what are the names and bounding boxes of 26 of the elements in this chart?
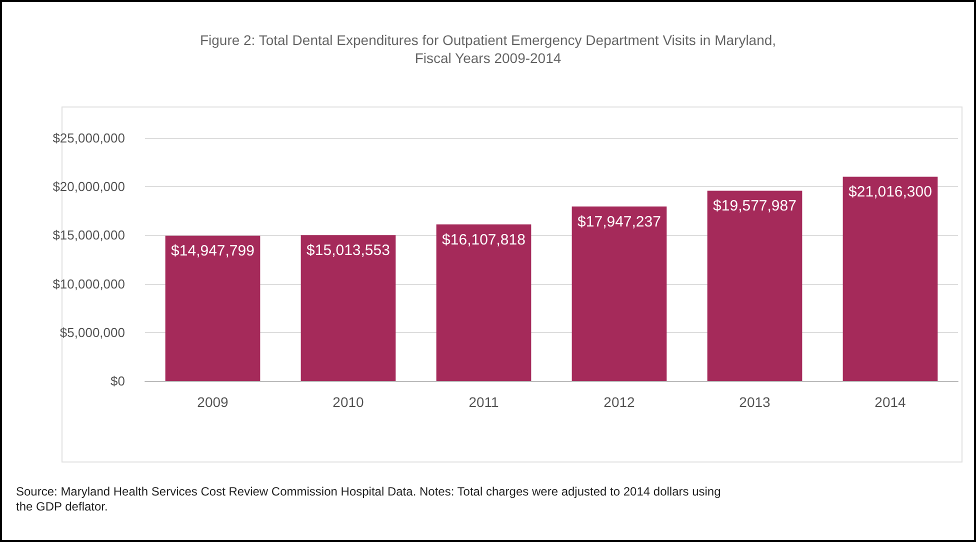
x-tick-label: 2012 [604,394,636,410]
x-tick-label: 2010 [332,394,364,410]
data-label: $21,016,300 [848,184,932,201]
bar [842,176,938,381]
chart-title: Figure 2: Total Dental Expenditures for Outpatient Emergency Department Visits in Maryland, Fiscal Years 2009-2014 [200,32,776,66]
bar [572,206,667,381]
y-tick-label: $20,000,000 [52,179,125,194]
source-note: Source: Maryland Health Services Cost Review Commission Hospital Data. Notes: Total charges were adjusted to 2014 dollars using the GDP deflator. [16,484,721,514]
y-tick-label: $25,000,000 [52,130,125,146]
data-label: $14,947,799 [171,242,254,260]
data-label: $19,577,987 [713,198,796,215]
data-label: $16,107,818 [442,231,526,248]
x-tick-label: 2014 [874,394,906,410]
bar [707,190,802,381]
y-tick-label: $0 [110,374,125,388]
data-label: $17,947,237 [578,214,661,231]
y-tick-label: $15,000,000 [52,228,125,243]
data-label: $15,013,553 [306,242,390,260]
x-tick-label: 2009 [197,394,229,410]
x-tick-label: 2011 [468,394,500,410]
x-tick-label: 2013 [739,394,771,410]
bar [436,224,532,381]
y-tick-label: $10,000,000 [52,276,125,292]
bar [300,235,396,381]
bar [165,236,260,381]
y-tick-label: $5,000,000 [60,324,125,340]
